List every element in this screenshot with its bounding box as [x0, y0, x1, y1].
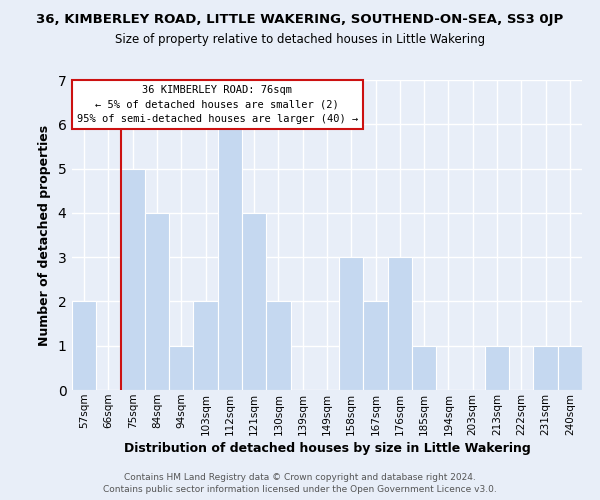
Text: Contains public sector information licensed under the Open Government Licence v3: Contains public sector information licen… — [103, 485, 497, 494]
Bar — [121, 168, 145, 390]
Y-axis label: Number of detached properties: Number of detached properties — [38, 124, 50, 346]
Text: Contains HM Land Registry data © Crown copyright and database right 2024.: Contains HM Land Registry data © Crown c… — [124, 472, 476, 482]
Text: Size of property relative to detached houses in Little Wakering: Size of property relative to detached ho… — [115, 32, 485, 46]
Bar — [339, 257, 364, 390]
Bar — [266, 302, 290, 390]
Bar — [242, 213, 266, 390]
Bar — [145, 213, 169, 390]
Bar — [72, 302, 96, 390]
X-axis label: Distribution of detached houses by size in Little Wakering: Distribution of detached houses by size … — [124, 442, 530, 455]
Bar — [388, 257, 412, 390]
Text: 36 KIMBERLEY ROAD: 76sqm
← 5% of detached houses are smaller (2)
95% of semi-det: 36 KIMBERLEY ROAD: 76sqm ← 5% of detache… — [77, 84, 358, 124]
Bar — [485, 346, 509, 390]
Bar — [412, 346, 436, 390]
Bar — [169, 346, 193, 390]
Bar — [218, 124, 242, 390]
Bar — [533, 346, 558, 390]
Bar — [193, 302, 218, 390]
Text: 36, KIMBERLEY ROAD, LITTLE WAKERING, SOUTHEND-ON-SEA, SS3 0JP: 36, KIMBERLEY ROAD, LITTLE WAKERING, SOU… — [37, 12, 563, 26]
Bar — [364, 302, 388, 390]
Bar — [558, 346, 582, 390]
